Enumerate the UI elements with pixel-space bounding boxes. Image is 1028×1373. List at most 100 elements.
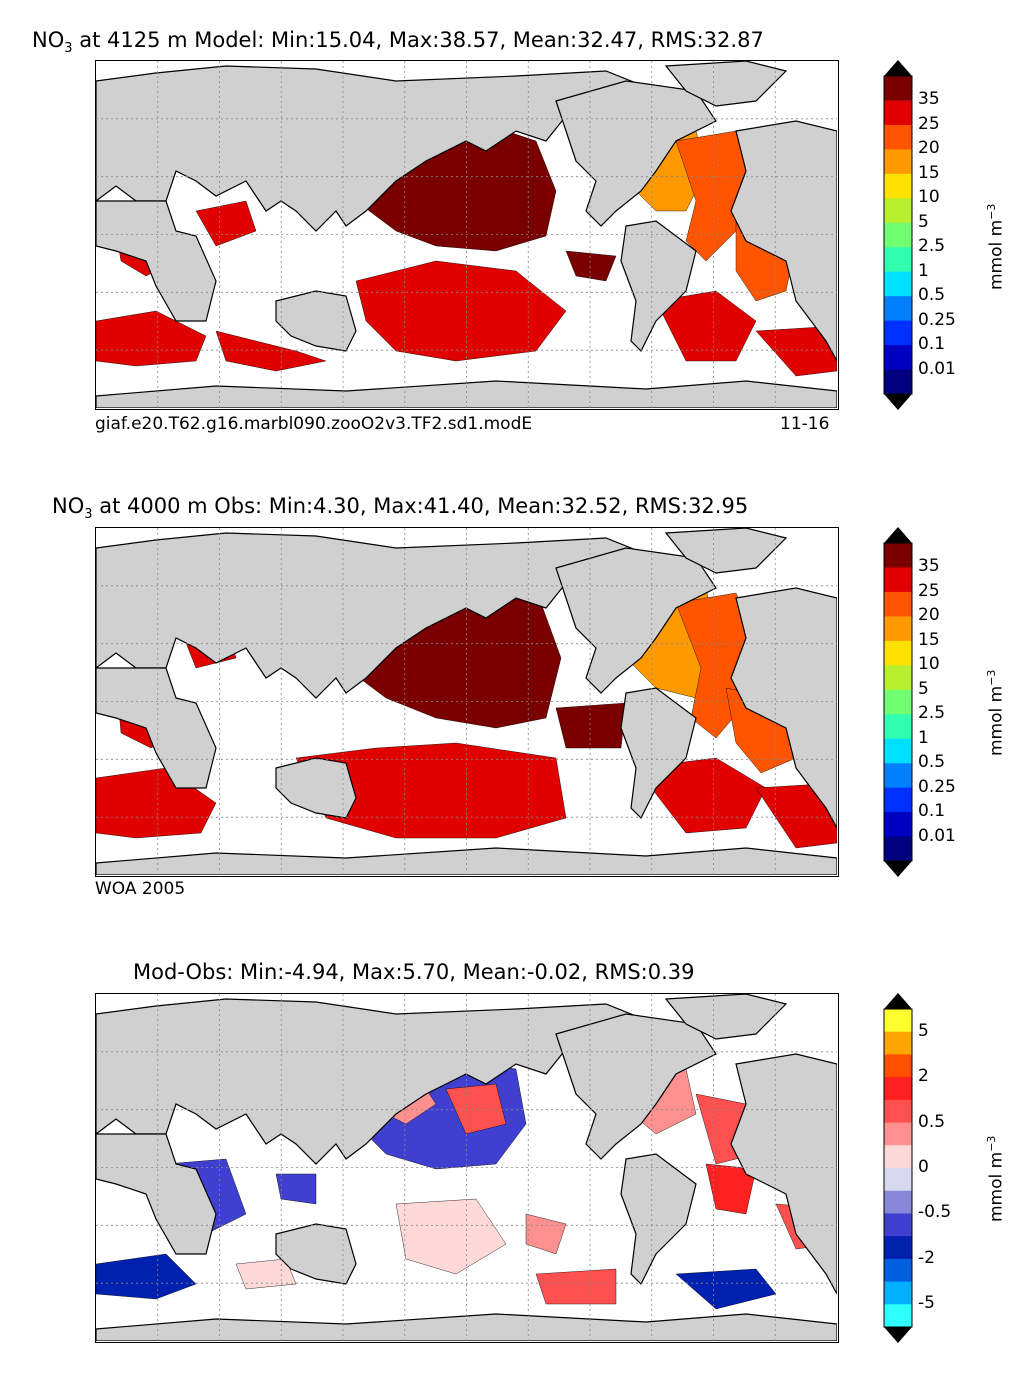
land-south-america [620,1153,697,1286]
colorbar-tick-label: 25 [918,580,940,601]
colorbar-tick-label: 0.5 [918,1111,946,1132]
colorbar-swatch [884,1145,912,1169]
field-region-8 [395,1198,507,1275]
land-asia [96,65,657,232]
panel-3-map [95,993,839,1343]
colorbar-tick-label: 20 [918,605,940,626]
colorbar-swatch [884,247,912,273]
colorbar-swatch [884,567,912,593]
panel-1-colorbar [883,60,913,410]
panel-3-map-svg [96,994,837,1341]
colorbar-tick-label: 1 [918,727,929,748]
colorbar-swatch [884,665,912,691]
colorbar-swatch [884,1077,912,1101]
colorbar-swatch [884,1031,912,1055]
field-region-13 [275,1173,317,1205]
colorbar-swatch [884,1190,912,1214]
field-region-6 [355,260,567,362]
field-region-11 [195,200,257,247]
colorbar-swatch [884,320,912,346]
land-australia [275,290,357,352]
colorbar-tick-label: 0.25 [918,776,956,797]
colorbar-tick-label: 2 [918,1066,929,1087]
colorbar-swatch [884,689,912,715]
panel-2-map-svg [96,528,837,875]
colorbar-swatch [884,616,912,642]
colorbar-tick-label: 10 [918,654,940,675]
colorbar-swatch [884,1281,912,1305]
colorbar-swatch [884,836,912,862]
panel-1-map-svg [96,61,837,408]
panel-3-colorbar-svg [883,993,913,1343]
colorbar-min-arrow [884,861,912,877]
graticule [96,61,837,408]
colorbar-swatch [884,1213,912,1237]
panel-2-unit-label: mmol m−3 [985,669,1007,756]
panel-2-caption-left: WOA 2005 [95,879,186,899]
land-masses [96,994,837,1341]
colorbar-tick-label: 15 [918,629,940,650]
colorbar-max-arrow [884,993,912,1009]
panel-2-colorbar [883,527,913,877]
land-europe-africa-east [730,1053,837,1295]
colorbar-swatch [884,1304,912,1328]
field-region-5 [705,1163,757,1215]
land-south-america [620,687,697,820]
colorbar-swatch [884,76,912,101]
colorbar-swatch [884,738,912,764]
land-asia [96,532,657,699]
colorbar-tick-label: 0.5 [918,752,946,773]
land-antarctica [96,847,837,875]
land-europe-africa-east [730,587,837,829]
colorbar-swatch [884,198,912,224]
land-antarctica [96,380,837,408]
field-region-10 [535,1268,617,1305]
colorbar-swatch [884,149,912,175]
field-region-6 [555,702,627,749]
field-region-5 [215,330,327,372]
colorbar-tick-label: 25 [918,113,940,134]
colorbar-swatch [884,1122,912,1146]
colorbar-tick-label: 1 [918,260,929,281]
colorbar-swatch [884,271,912,297]
panel-2-map [95,527,839,877]
field-region-9 [525,1213,567,1255]
land-greenland [664,994,788,1040]
colorbar-tick-label: 0.1 [918,801,946,822]
field-region-7 [96,1253,197,1300]
colorbar-swatch [884,100,912,126]
colorbar-swatch [884,1054,912,1078]
colorbar-swatch [884,296,912,322]
colorbar-tick-label: 0.1 [918,334,946,355]
colorbar-tick-label: 5 [918,211,929,232]
land-europe-africa-east [730,120,837,362]
land-australia [275,757,357,819]
colorbar-tick-label: 15 [918,162,940,183]
land-africa [96,667,217,789]
colorbar-tick-label: 10 [918,187,940,208]
colorbar-tick-label: -5 [918,1293,935,1314]
panel-2-title: NO3 at 4000 m Obs: Min:4.30, Max:41.40, … [52,494,749,523]
colorbar-min-arrow [884,394,912,410]
colorbar-swatch [884,1168,912,1192]
colorbar-swatch [884,714,912,740]
panel-3-title: Mod-Obs: Min:-4.94, Max:5.70, Mean:-0.02… [133,960,695,984]
land-asia [96,998,657,1165]
panel-1-map [95,60,839,410]
colorbar-swatch [884,222,912,248]
colorbar-tick-label: 2.5 [918,703,946,724]
colorbar-swatch [884,1099,912,1124]
panel-1-unit-label: mmol m−3 [985,203,1007,290]
ocean-field-model [96,120,837,377]
panel-3-colorbar [883,993,913,1343]
colorbar-swatch [884,173,912,199]
colorbar-swatch [884,1258,912,1283]
colorbar-tick-label: 2.5 [918,236,946,257]
panel-3-unit-label: mmol m−3 [985,1135,1007,1222]
panel-1-caption-right: 11-16 [780,414,830,434]
land-africa [96,1133,217,1255]
land-greenland [664,528,788,574]
land-africa [96,200,217,322]
land-north-america [555,1013,717,1160]
colorbar-swatch [884,812,912,838]
